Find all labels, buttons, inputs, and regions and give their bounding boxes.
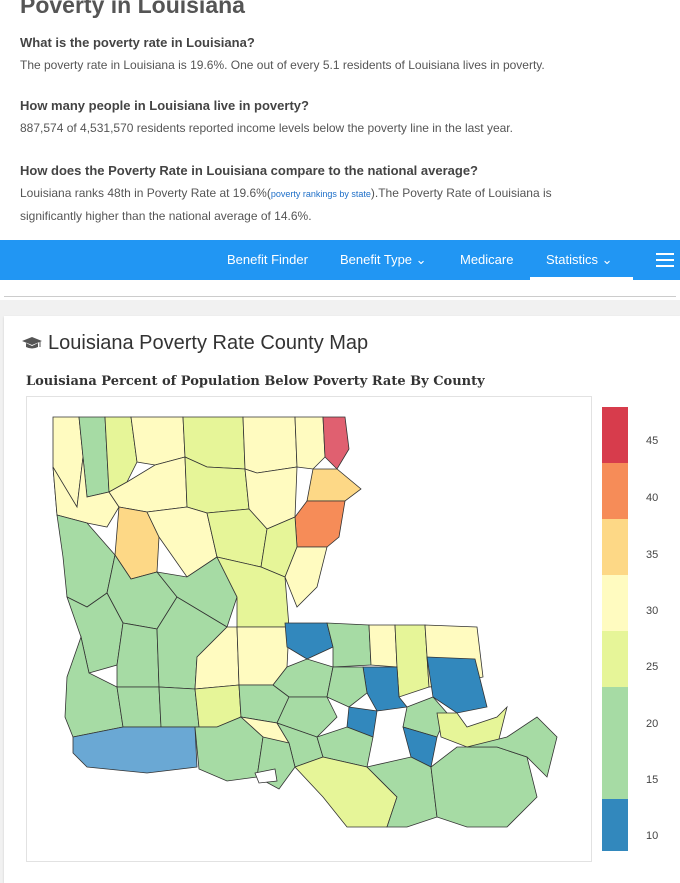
page-title: Poverty in Louisiana [20,0,245,18]
nav-benefit-finder[interactable]: Benefit Finder [227,252,308,267]
county [426,656,488,714]
county [430,746,538,828]
county [436,705,508,748]
county [294,416,326,470]
graduation-cap-icon [22,336,42,348]
legend-swatch [602,799,628,851]
answer: The poverty rate in Louisiana is 19.6%. … [20,58,545,72]
question: How many people in Louisiana live in pov… [20,98,309,113]
nav-statistics[interactable]: Statistics ⌄ [546,252,613,267]
map-heading: Louisiana Poverty Rate County Map [22,332,368,355]
county [284,622,334,660]
question: What is the poverty rate in Louisiana? [20,35,255,50]
county [284,546,328,608]
choropleth-map[interactable] [26,396,592,862]
legend-tick: 35 [646,549,659,561]
main-navbar: Benefit Finder Benefit Type ⌄ Medicare S… [0,240,680,280]
map-heading-text: Louisiana Poverty Rate County Map [48,332,369,354]
county [72,726,198,774]
legend-swatch [602,631,628,687]
county [326,666,368,708]
county [158,686,200,728]
question: How does the Poverty Rate in Louisiana c… [20,163,478,178]
county [366,756,438,828]
legend-tick: 45 [646,435,659,447]
answer: 887,574 of 4,531,570 residents reported … [20,121,513,135]
divider [4,296,676,297]
legend-swatch [602,743,628,799]
legend-tick: 25 [646,661,659,673]
lake-charles-island [254,768,278,784]
legend-tick: 15 [646,774,659,786]
poverty-rankings-link[interactable]: poverty rankings by state [270,189,371,199]
county [316,726,374,768]
county [116,622,160,688]
nav-benefit-type[interactable]: Benefit Type ⌄ [340,252,427,267]
answer-line: significantly higher than the national a… [20,209,312,223]
legend-swatch [602,575,628,631]
county [116,686,162,728]
county [130,416,186,466]
map-card: Louisiana Poverty Rate County Map Louisi… [4,316,680,883]
answer-text: Louisiana ranks 48th in Poverty Rate at … [20,186,271,200]
county [242,416,298,474]
county [394,624,430,698]
qa-block-2: How many people in Louisiana live in pov… [20,95,513,139]
legend-tick: 10 [646,830,659,842]
active-tab-indicator [530,277,633,280]
county [306,468,362,502]
legend-tick: 20 [646,718,659,730]
answer: Louisiana ranks 48th in Poverty Rate at … [20,182,552,205]
legend-tick: 30 [646,605,659,617]
county [322,416,350,470]
legend-swatch [602,463,628,519]
color-legend [602,407,628,851]
hamburger-icon[interactable] [656,253,674,267]
legend-tick: 40 [646,492,659,504]
county [368,624,398,668]
county [466,716,558,778]
nav-medicare[interactable]: Medicare [460,252,514,267]
louisiana-county-map [52,416,558,828]
chart-title: Louisiana Percent of Population Below Po… [26,374,485,389]
legend-swatch [602,407,628,463]
legend-swatch [602,687,628,743]
legend-swatch [602,519,628,575]
answer-text: ).The Poverty Rate of Louisiana is [370,186,552,200]
county [326,622,372,668]
county [104,416,138,493]
county [276,696,338,738]
county [294,500,346,548]
qa-block-1: What is the poverty rate in Louisiana? T… [20,32,545,76]
qa-block-3: How does the Poverty Rate in Louisiana c… [20,160,552,227]
